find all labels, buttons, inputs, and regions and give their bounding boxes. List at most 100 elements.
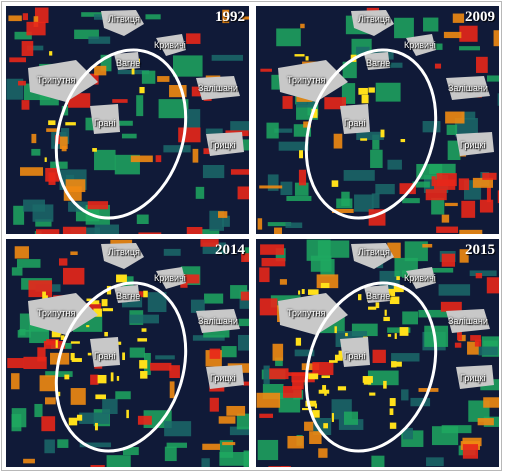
vegetation-patch [317,240,350,258]
vegetation-patch [336,198,353,209]
vegetation-patch [486,75,499,82]
built-up-patch [497,190,499,204]
built-up-patch [486,186,491,203]
vegetation-patch [375,82,401,102]
new-development-patch [387,288,396,297]
new-development-patch [329,360,338,363]
vegetation-patch [88,36,111,44]
settlement-shape [456,365,494,389]
vegetation-patch [402,427,413,440]
vegetation-patch [147,292,167,313]
vegetation-patch [195,186,205,199]
vegetation-patch [431,197,445,215]
built-up-patch [470,335,481,341]
built-up-patch [20,167,44,176]
built-up-patch [242,381,249,386]
vegetation-patch [387,159,402,170]
built-up-patch [155,155,162,163]
place-label-hrytsky: Грицкі [460,373,486,383]
built-up-patch [18,80,26,86]
new-development-patch [131,66,135,75]
settlement-shape [156,34,186,56]
vegetation-patch [447,140,461,161]
vegetation-patch [202,165,225,179]
new-development-patch [387,334,392,337]
vegetation-patch [296,96,316,108]
vegetation-patch [45,371,73,377]
vegetation-patch [401,389,409,401]
place-label-zalishany: Залішани [198,83,238,93]
new-development-patch [126,409,129,419]
place-label-vahne: Вагне [116,291,141,301]
vegetation-patch [219,452,249,466]
new-development-patch [49,51,53,56]
built-up-patch [242,16,249,20]
new-development-patch [118,341,122,345]
new-development-patch [380,129,385,138]
new-development-patch [68,417,78,426]
new-development-patch [70,352,75,361]
map-panel-2014: 2014 Літвиця Кривичі Вагне Трипутня Залішани Г… [6,239,249,467]
new-development-patch [116,274,127,283]
new-development-patch [89,300,100,305]
vegetation-patch [26,45,44,51]
vegetation-patch [79,412,110,424]
vegetation-patch [423,268,454,273]
new-development-patch [308,289,319,295]
vegetation-patch [106,455,131,467]
built-up-patch [8,15,22,22]
year-label: 2009 [465,9,495,25]
vegetation-patch [238,318,249,327]
vegetation-patch [136,214,149,225]
built-up-patch [94,65,107,76]
vegetation-patch [313,418,332,436]
new-development-patch [394,333,397,339]
vegetation-patch [35,219,52,227]
settlement-shape [406,267,436,289]
built-up-patch [425,189,447,201]
new-development-patch [361,94,369,104]
vegetation-patch [85,204,110,225]
built-up-patch [45,167,60,182]
new-development-patch [383,316,390,322]
built-up-patch [186,33,201,44]
vegetation-patch [14,31,32,40]
built-up-patch [11,373,20,390]
vegetation-patch [402,198,420,204]
vegetation-patch [375,183,395,195]
settlement-shape [456,132,494,156]
built-up-patch [202,443,220,450]
built-up-patch [23,458,35,464]
built-up-patch [434,63,442,69]
built-up-patch [180,281,188,288]
built-up-patch [458,178,470,191]
vegetation-patch [129,347,145,358]
new-development-patch [65,122,76,126]
settlement-shape [196,76,240,100]
new-development-patch [389,296,400,305]
new-development-patch [389,422,397,429]
vegetation-patch [11,414,22,432]
new-development-patch [345,332,348,337]
built-up-patch [26,21,46,36]
vegetation-patch [122,447,139,456]
built-up-patch [62,226,87,234]
settlement-shape [114,285,140,303]
place-label-zalishany: Залішани [448,316,488,326]
vegetation-patch [371,455,385,467]
vegetation-patch [164,446,177,462]
new-development-patch [139,360,148,369]
built-up-patch [331,208,354,213]
vegetation-patch [426,457,444,467]
built-up-patch [58,258,68,266]
vegetation-patch [278,141,309,151]
built-up-patch [259,185,283,189]
vegetation-patch [61,128,70,144]
vegetation-patch [459,46,480,51]
built-up-patch [259,267,270,283]
built-up-patch [261,258,286,267]
built-up-patch [472,177,494,188]
built-up-patch [21,41,34,56]
settlement-shape [156,267,186,289]
new-development-patch [140,371,148,379]
